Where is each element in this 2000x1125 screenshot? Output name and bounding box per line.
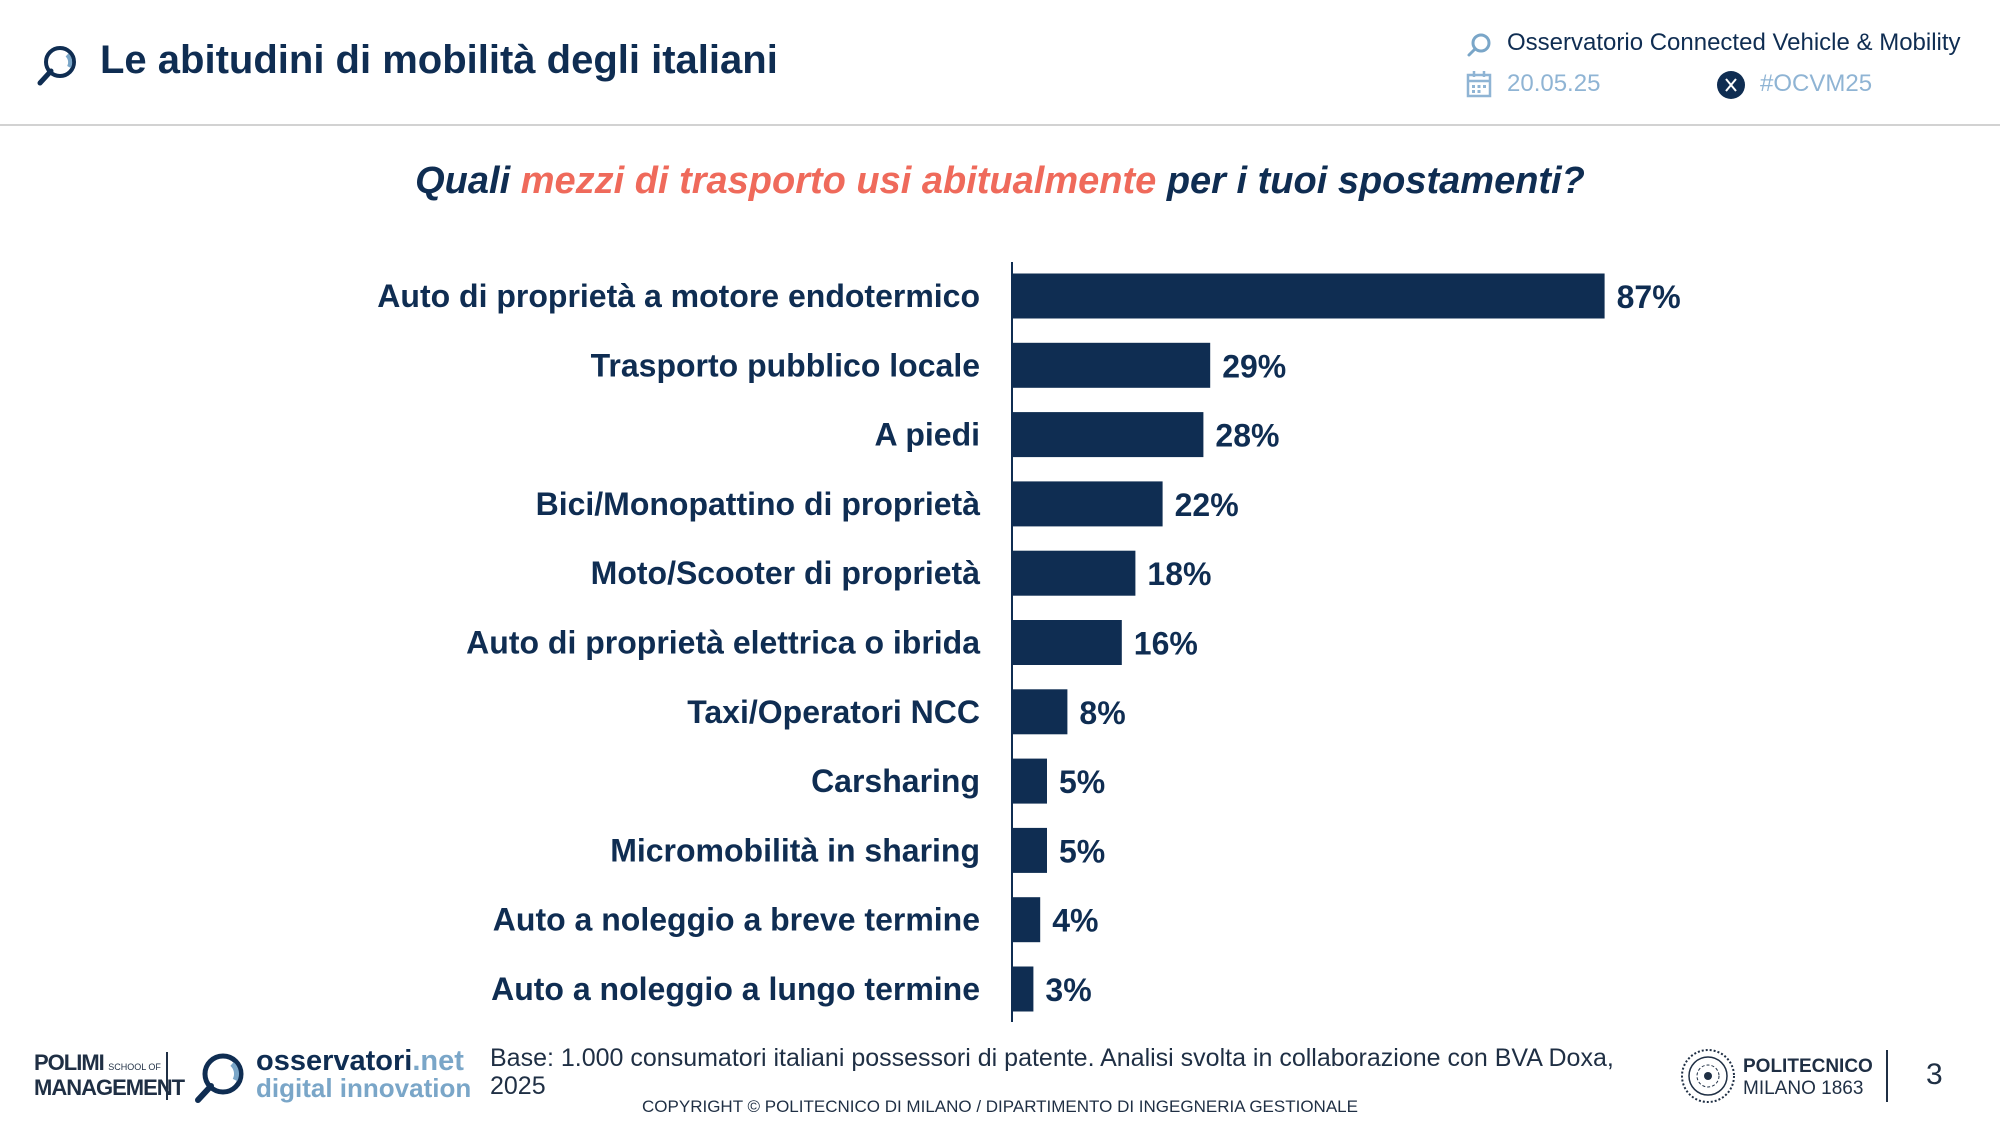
bar <box>1013 620 1122 665</box>
page-title: Le abitudini di mobilità degli italiani <box>100 38 778 82</box>
bar <box>1013 273 1605 319</box>
category-label: Taxi/Operatori NCC <box>687 694 980 730</box>
bar <box>1013 758 1047 804</box>
bar <box>1013 689 1068 735</box>
osservatori-sub: digital innovation <box>256 1073 472 1103</box>
osservatori-name: osservatori <box>256 1045 413 1077</box>
magnifier-logo-icon <box>37 46 76 86</box>
data-label: 4% <box>1052 903 1098 939</box>
osservatori-brand: osservatori.net <box>256 1046 464 1076</box>
management-text: MANAGEMENT <box>34 1075 185 1100</box>
data-label: 18% <box>1147 556 1211 592</box>
data-label: 28% <box>1215 418 1279 454</box>
category-label: Trasporto pubblico locale <box>591 347 980 383</box>
osservatori-tld: .net <box>412 1045 464 1077</box>
category-label: A piedi <box>875 417 980 453</box>
politecnico-seal-icon <box>1681 1049 1735 1103</box>
bar <box>1013 412 1204 458</box>
bar <box>1013 827 1047 873</box>
polimi-school-logo: POLIMI SCHOOL OF MANAGEMENT <box>34 1050 185 1100</box>
question-text-end: per i tuoi spostamenti? <box>1156 160 1585 202</box>
bar <box>1013 481 1163 527</box>
data-label: 5% <box>1059 764 1105 800</box>
observatory-name: Osservatorio Connected Vehicle & Mobilit… <box>1507 29 1961 56</box>
bar <box>1013 897 1041 943</box>
politecnico-year: MILANO 1863 <box>1743 1078 1864 1099</box>
bar <box>1013 342 1211 388</box>
copyright: COPYRIGHT © POLITECNICO DI MILANO / DIPA… <box>642 1097 1358 1116</box>
data-label: 8% <box>1079 695 1125 731</box>
bar <box>1013 966 1034 1012</box>
page-divider <box>1886 1050 1888 1102</box>
data-label: 5% <box>1059 833 1105 869</box>
page-number: 3 <box>1926 1058 1943 1091</box>
school-of-text: SCHOOL OF <box>108 1062 161 1072</box>
base-note: Base: 1.000 consumatori italiani possess… <box>490 1044 1614 1100</box>
hashtag: #OCVM25 <box>1760 70 1873 97</box>
data-label: 29% <box>1222 348 1286 384</box>
data-label: 22% <box>1175 487 1239 523</box>
category-label: Auto a noleggio a lungo termine <box>491 971 980 1007</box>
question-highlight: mezzi di trasporto usi abitualmente <box>520 160 1157 202</box>
category-label: Moto/Scooter di proprietà <box>591 555 981 591</box>
data-label: 87% <box>1617 279 1681 315</box>
event-date: 20.05.25 <box>1507 70 1601 97</box>
question-text-start: Quali <box>415 160 521 202</box>
category-label: Auto di proprietà elettrica o ibrida <box>466 625 980 661</box>
chart-question: Quali mezzi di trasporto usi abitualment… <box>0 160 2000 203</box>
bar <box>1013 550 1136 596</box>
footer-divider <box>166 1052 168 1100</box>
magnifier-small-icon <box>1467 33 1491 57</box>
polimi-text: POLIMI <box>34 1050 105 1075</box>
x-logo-icon <box>1717 71 1745 99</box>
data-label: 16% <box>1134 626 1198 662</box>
category-label: Carsharing <box>811 763 980 799</box>
politecnico-name: POLITECNICO <box>1743 1056 1873 1077</box>
data-label: 3% <box>1045 972 1091 1008</box>
calendar-icon <box>1466 71 1492 98</box>
category-label: Bici/Monopattino di proprietà <box>536 486 981 522</box>
header: Le abitudini di mobilità degli italiani … <box>0 0 2000 126</box>
bar-chart: Auto di proprietà a motore endotermico 87… <box>377 262 1681 1022</box>
osservatori-logo-icon <box>195 1053 244 1103</box>
category-label: Auto a noleggio a breve termine <box>493 902 980 938</box>
category-label: Micromobilità in sharing <box>610 832 980 868</box>
category-label: Auto di proprietà a motore endotermico <box>377 278 980 314</box>
